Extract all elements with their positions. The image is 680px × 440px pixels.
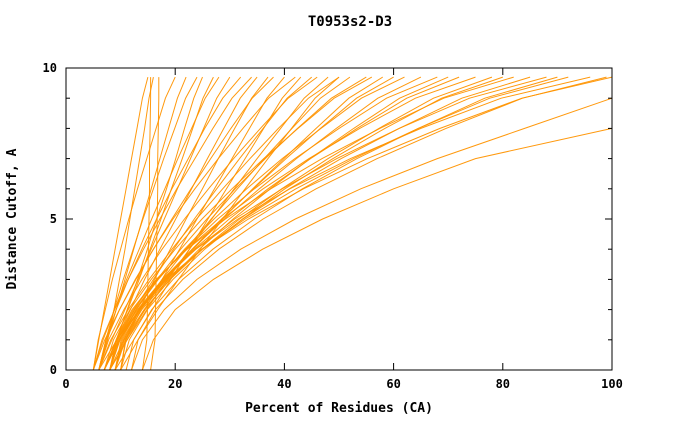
model-curve bbox=[131, 76, 607, 371]
model-curve bbox=[98, 76, 198, 371]
model-curve bbox=[92, 76, 252, 371]
model-curve bbox=[103, 76, 422, 371]
x-tick-label: 80 bbox=[496, 377, 510, 391]
model-curve bbox=[114, 76, 613, 371]
x-axis-label: Percent of Residues (CA) bbox=[245, 401, 433, 416]
model-curve bbox=[109, 76, 476, 371]
model-curve bbox=[103, 76, 373, 371]
model-curve bbox=[120, 76, 547, 371]
model-curve bbox=[92, 76, 149, 371]
plot-area: 0 20 40 60 80 100 0 5 10 bbox=[43, 61, 623, 391]
model-curve bbox=[114, 76, 493, 371]
model-curve bbox=[109, 76, 269, 371]
model-curve bbox=[98, 76, 154, 371]
y-axis-label: Distance Cutoff, A bbox=[5, 148, 20, 289]
model-curve bbox=[98, 76, 296, 371]
y-tick-label: 5 bbox=[50, 212, 57, 226]
model-curve bbox=[141, 127, 613, 371]
plot-title: T0953s2-D3 bbox=[308, 14, 392, 30]
model-curve bbox=[109, 76, 460, 371]
model-curve bbox=[125, 76, 558, 371]
x-tick-label: 20 bbox=[168, 377, 182, 391]
model-curve bbox=[141, 77, 152, 371]
model-curve bbox=[98, 76, 242, 371]
model-curve bbox=[150, 77, 160, 371]
model-curve bbox=[114, 76, 569, 371]
model-curve bbox=[109, 76, 514, 371]
y-tick-label: 10 bbox=[43, 61, 57, 75]
y-tick-label: 0 bbox=[50, 363, 57, 377]
model-curve bbox=[114, 76, 449, 371]
model-curve bbox=[98, 76, 187, 371]
x-tick-label: 40 bbox=[277, 377, 291, 391]
model-curve bbox=[120, 76, 503, 371]
model-curve bbox=[120, 76, 340, 371]
model-curve bbox=[92, 76, 176, 371]
x-tick-label: 100 bbox=[601, 377, 623, 391]
model-curve bbox=[109, 76, 438, 371]
x-tick-label: 60 bbox=[386, 377, 400, 391]
model-curve bbox=[103, 76, 258, 371]
model-curve bbox=[98, 76, 231, 371]
model-curve bbox=[131, 97, 613, 371]
model-curve bbox=[98, 76, 340, 371]
x-tick-label: 0 bbox=[62, 377, 69, 391]
